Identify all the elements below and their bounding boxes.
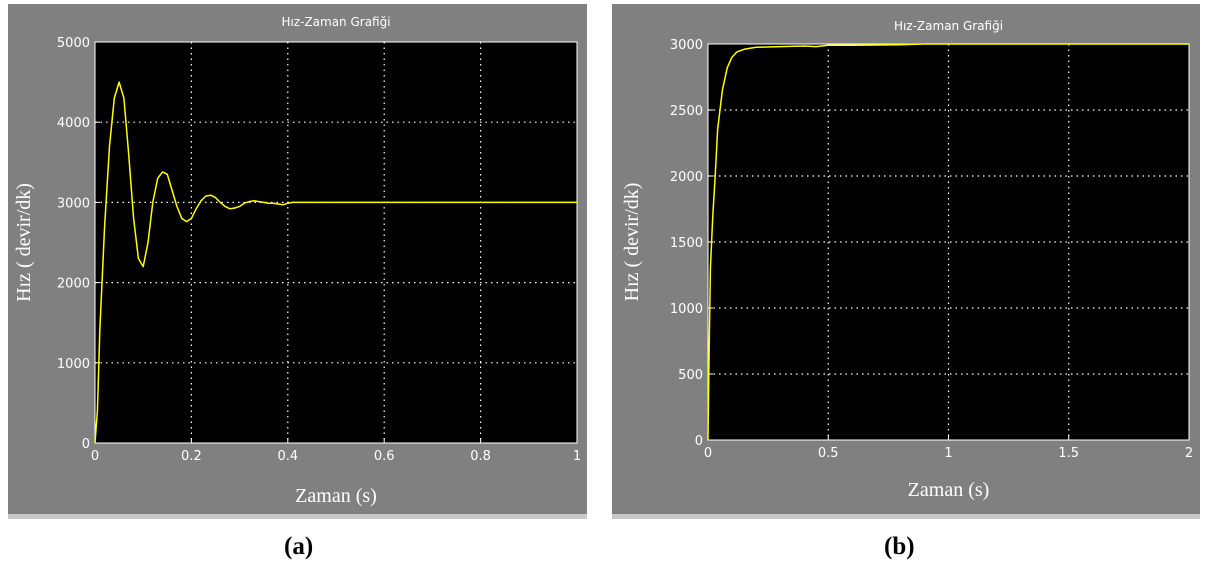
y-tick-label: 3000: [670, 38, 703, 53]
y-tick-label: 1000: [670, 302, 703, 317]
figure-bottom-shadow: [8, 514, 587, 519]
x-tick-label: 2: [1185, 446, 1193, 461]
chart-a-svg: 0 0.2 0.4 0.6 0.8 1 0 1000 2000 3000 4000 5000 Hız-Z…: [8, 4, 587, 519]
y-tick-label: 1000: [57, 357, 90, 372]
y-tick-label: 2000: [57, 277, 90, 292]
x-tick-label: 1: [944, 446, 952, 461]
y-tick-label: 500: [678, 368, 703, 383]
figure-bottom-shadow: [612, 514, 1200, 519]
x-tick-label: 0: [704, 446, 712, 461]
x-tick-label: 0.4: [277, 449, 298, 464]
series-line: [707, 43, 1189, 441]
chart-title: Hız-Zaman Grafiği: [281, 15, 390, 29]
plot-area: [95, 42, 577, 443]
y-tick-label: 0: [695, 434, 703, 449]
x-tick-label: 0.2: [181, 449, 202, 464]
y-axis-label: Hız ( devir/dk): [621, 183, 643, 302]
x-axis-label: Zaman (s): [908, 479, 990, 501]
y-tick-label: 2500: [670, 104, 703, 119]
x-tick-label: 0.5: [818, 446, 839, 461]
y-tick-label: 1500: [670, 236, 703, 251]
chart-b-svg: 0 0.5 1 1.5 2 0 500 1000 1500 2000 2500 3000 Hız-Zam…: [612, 4, 1200, 519]
axes-frame: [94, 41, 578, 444]
x-tick-label: 0.6: [374, 449, 395, 464]
y-tick-label: 3000: [57, 196, 90, 211]
series-line: [94, 81, 577, 444]
x-tick-label: 0.8: [470, 449, 491, 464]
caption-b: (b): [884, 533, 915, 560]
chart-panel-a: 0 0.2 0.4 0.6 0.8 1 0 1000 2000 3000 4000 5000 Hız-Z…: [8, 4, 595, 522]
y-tick-label: 4000: [57, 116, 90, 131]
y-tick-label: 2000: [670, 170, 703, 185]
x-tick-label: 1: [573, 449, 581, 464]
x-axis-label: Zaman (s): [295, 485, 377, 507]
caption-a: (a): [284, 533, 314, 560]
y-tick-label: 5000: [57, 36, 90, 51]
x-tick-label: 1.5: [1058, 446, 1079, 461]
chart-panel-b: 0 0.5 1 1.5 2 0 500 1000 1500 2000 2500 3000 Hız-Zam…: [612, 4, 1208, 522]
chart-title: Hız-Zaman Grafiği: [894, 19, 1003, 33]
y-tick-label: 0: [82, 437, 90, 452]
y-axis-label: Hız ( devir/dk): [13, 183, 35, 302]
x-tick-label: 0: [91, 449, 99, 464]
